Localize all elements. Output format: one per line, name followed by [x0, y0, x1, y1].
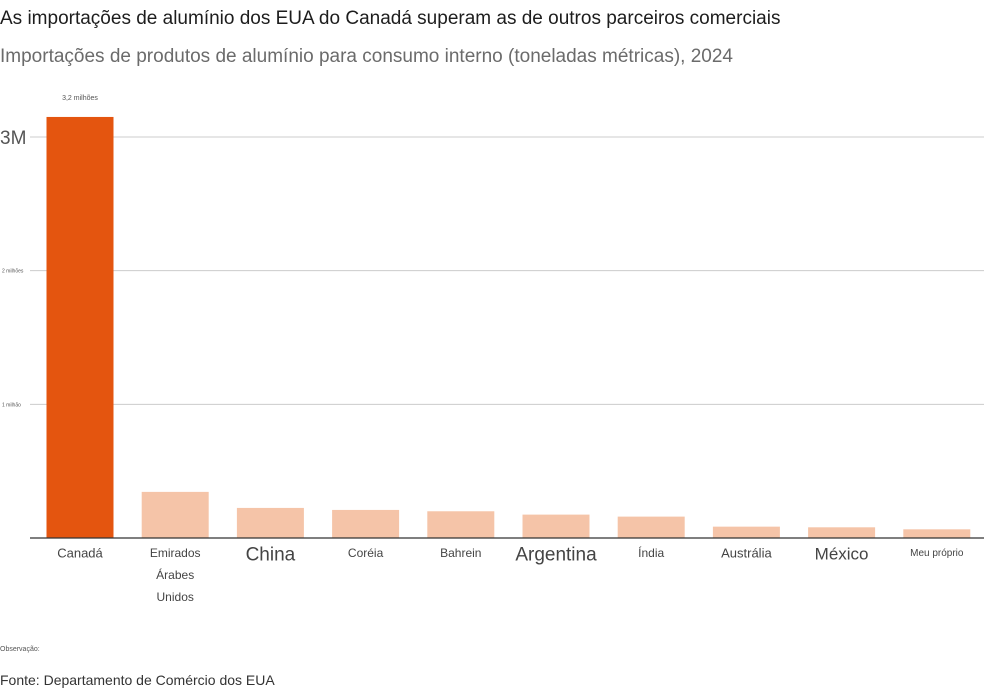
bar-6: [522, 514, 590, 538]
chart-title: As importações de alumínio dos EUA do Ca…: [0, 8, 781, 29]
x-tick-label: Índia: [638, 545, 664, 560]
x-tick-label: México: [815, 545, 869, 564]
x-tick-label: Coréia: [348, 546, 384, 560]
bar-5: [427, 511, 495, 538]
x-tick-label: China: [246, 545, 296, 566]
x-tick-label: Canadá: [57, 546, 103, 561]
x-tick-label: Bahrein: [440, 546, 481, 560]
bar-10: [903, 529, 971, 538]
chart-subtitle: Importações de produtos de alumínio para…: [0, 46, 733, 67]
chart-source: Fonte: Departamento de Comércio dos EUA: [0, 672, 275, 688]
bar-8: [712, 526, 780, 538]
y-tick-label: 1 milhão: [2, 402, 21, 408]
bar-3: [236, 507, 304, 538]
x-tick-label: Austrália: [721, 546, 772, 561]
x-tick-label: Emirados Árabes Unidos: [150, 546, 201, 604]
x-tick-label: Argentina: [515, 545, 597, 566]
y-tick-label: 3M: [0, 128, 26, 149]
y-tick-label: 2 milhões: [2, 269, 24, 275]
bar-1: [46, 116, 114, 538]
data-label: 3,2 milhões: [62, 95, 98, 102]
bar-9: [808, 527, 876, 538]
bar-7: [617, 516, 685, 538]
x-tick-label: Meu próprio: [910, 548, 964, 559]
bar-4: [332, 509, 400, 538]
chart-note: Observação:: [0, 646, 40, 653]
bar-2: [141, 491, 209, 538]
